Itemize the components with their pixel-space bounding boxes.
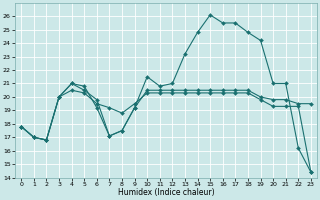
X-axis label: Humidex (Indice chaleur): Humidex (Indice chaleur) bbox=[118, 188, 214, 197]
